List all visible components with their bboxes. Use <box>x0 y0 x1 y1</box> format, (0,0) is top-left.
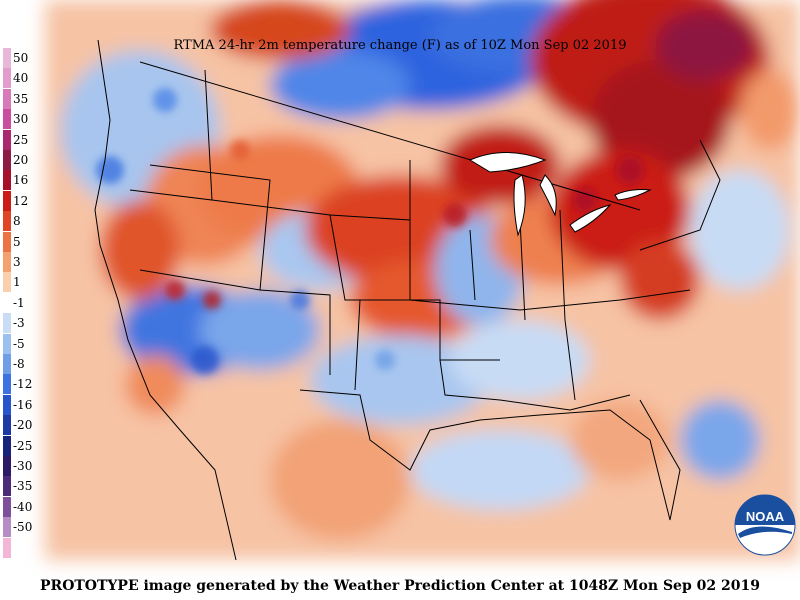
legend-entry: 40 <box>3 68 40 89</box>
legend-swatch <box>3 435 11 456</box>
legend-swatch <box>3 150 11 170</box>
legend-label: -20 <box>13 418 33 433</box>
legend-entry: 50 <box>3 48 40 68</box>
noaa-logo: NOAA <box>734 494 796 556</box>
legend-swatch <box>3 292 11 313</box>
legend-entry: 25 <box>3 129 40 150</box>
legend-label: 20 <box>13 153 29 167</box>
legend-entry: -5 <box>3 333 40 354</box>
legend-label: 3 <box>13 255 21 269</box>
legend-entry: -35 <box>3 476 40 497</box>
legend-entry: 16 <box>3 170 40 191</box>
legend-label: -3 <box>13 316 25 331</box>
legend-entry: -40 <box>3 496 40 517</box>
legend-swatch <box>3 394 11 415</box>
legend-label: -8 <box>13 357 25 371</box>
legend-label: 16 <box>13 173 29 188</box>
legend-entry: -16 <box>3 394 40 415</box>
legend-swatch <box>3 496 11 517</box>
great-lakes <box>468 152 652 237</box>
legend-swatch <box>3 354 11 374</box>
legend-label: -40 <box>13 499 33 514</box>
legend-swatch <box>3 211 11 232</box>
legend-swatch <box>3 272 11 293</box>
legend-swatch <box>3 456 11 476</box>
legend-label: 30 <box>13 112 29 127</box>
legend-entry: -30 <box>3 456 40 476</box>
legend-label: -12 <box>13 377 33 392</box>
legend-label: -30 <box>13 459 33 473</box>
legend-swatch <box>3 476 11 497</box>
legend-swatch <box>3 252 11 272</box>
legend-swatch <box>3 231 11 252</box>
legend-entry: -12 <box>3 374 40 395</box>
footer-credit: PROTOTYPE image generated by the Weather… <box>40 578 760 594</box>
legend-label: -25 <box>13 438 33 453</box>
color-legend: 50 40 35 30 25 20 16 12 8 5 3 1 -1 -3 -5 -8 -12 -16 -20 -25… <box>3 48 40 560</box>
legend-swatch <box>3 88 11 109</box>
map-title: RTMA 24-hr 2m temperature change (F) as … <box>173 38 627 53</box>
noaa-logo-text: NOAA <box>746 509 785 524</box>
state-boundaries <box>94 39 721 561</box>
legend-swatch <box>3 129 11 150</box>
legend-label: 1 <box>13 275 21 290</box>
legend-entry: -20 <box>3 415 40 436</box>
legend-label: 25 <box>13 132 29 147</box>
legend-label: 8 <box>13 214 21 229</box>
legend-entry: 35 <box>3 88 40 109</box>
legend-entry: 30 <box>3 109 40 130</box>
legend-entry: -25 <box>3 435 40 456</box>
legend-swatch <box>3 68 11 89</box>
legend-label: 35 <box>13 91 29 106</box>
temperature-field <box>45 0 800 560</box>
legend-swatch <box>3 333 11 354</box>
legend-entry: -8 <box>3 354 40 374</box>
legend-entry: -3 <box>3 313 40 334</box>
legend-entry: 20 <box>3 150 40 170</box>
legend-label: 40 <box>13 71 29 86</box>
legend-label: -50 <box>13 520 33 535</box>
legend-label: 12 <box>13 193 29 208</box>
legend-label: -1 <box>13 295 25 310</box>
legend-swatch <box>3 517 11 538</box>
legend-entry: 8 <box>3 211 40 232</box>
legend-swatch <box>3 190 11 211</box>
legend-label: -35 <box>13 479 33 494</box>
legend-entry: 3 <box>3 252 40 272</box>
legend-entry: -50 <box>3 517 40 538</box>
legend-swatch <box>3 415 11 436</box>
legend-entry: 1 <box>3 272 40 293</box>
legend-swatch <box>3 537 11 558</box>
legend-entry <box>3 537 40 558</box>
legend-swatch <box>3 170 11 191</box>
legend-label: 5 <box>13 234 21 249</box>
legend-swatch <box>3 313 11 334</box>
legend-entry: -1 <box>3 292 40 313</box>
legend-swatch <box>3 48 11 68</box>
legend-label: 50 <box>13 51 29 65</box>
legend-label: -16 <box>13 397 33 412</box>
legend-swatch <box>3 109 11 130</box>
legend-label: -5 <box>13 336 25 351</box>
legend-entry: 12 <box>3 190 40 211</box>
legend-swatch <box>3 374 11 395</box>
legend-entry: 5 <box>3 231 40 252</box>
